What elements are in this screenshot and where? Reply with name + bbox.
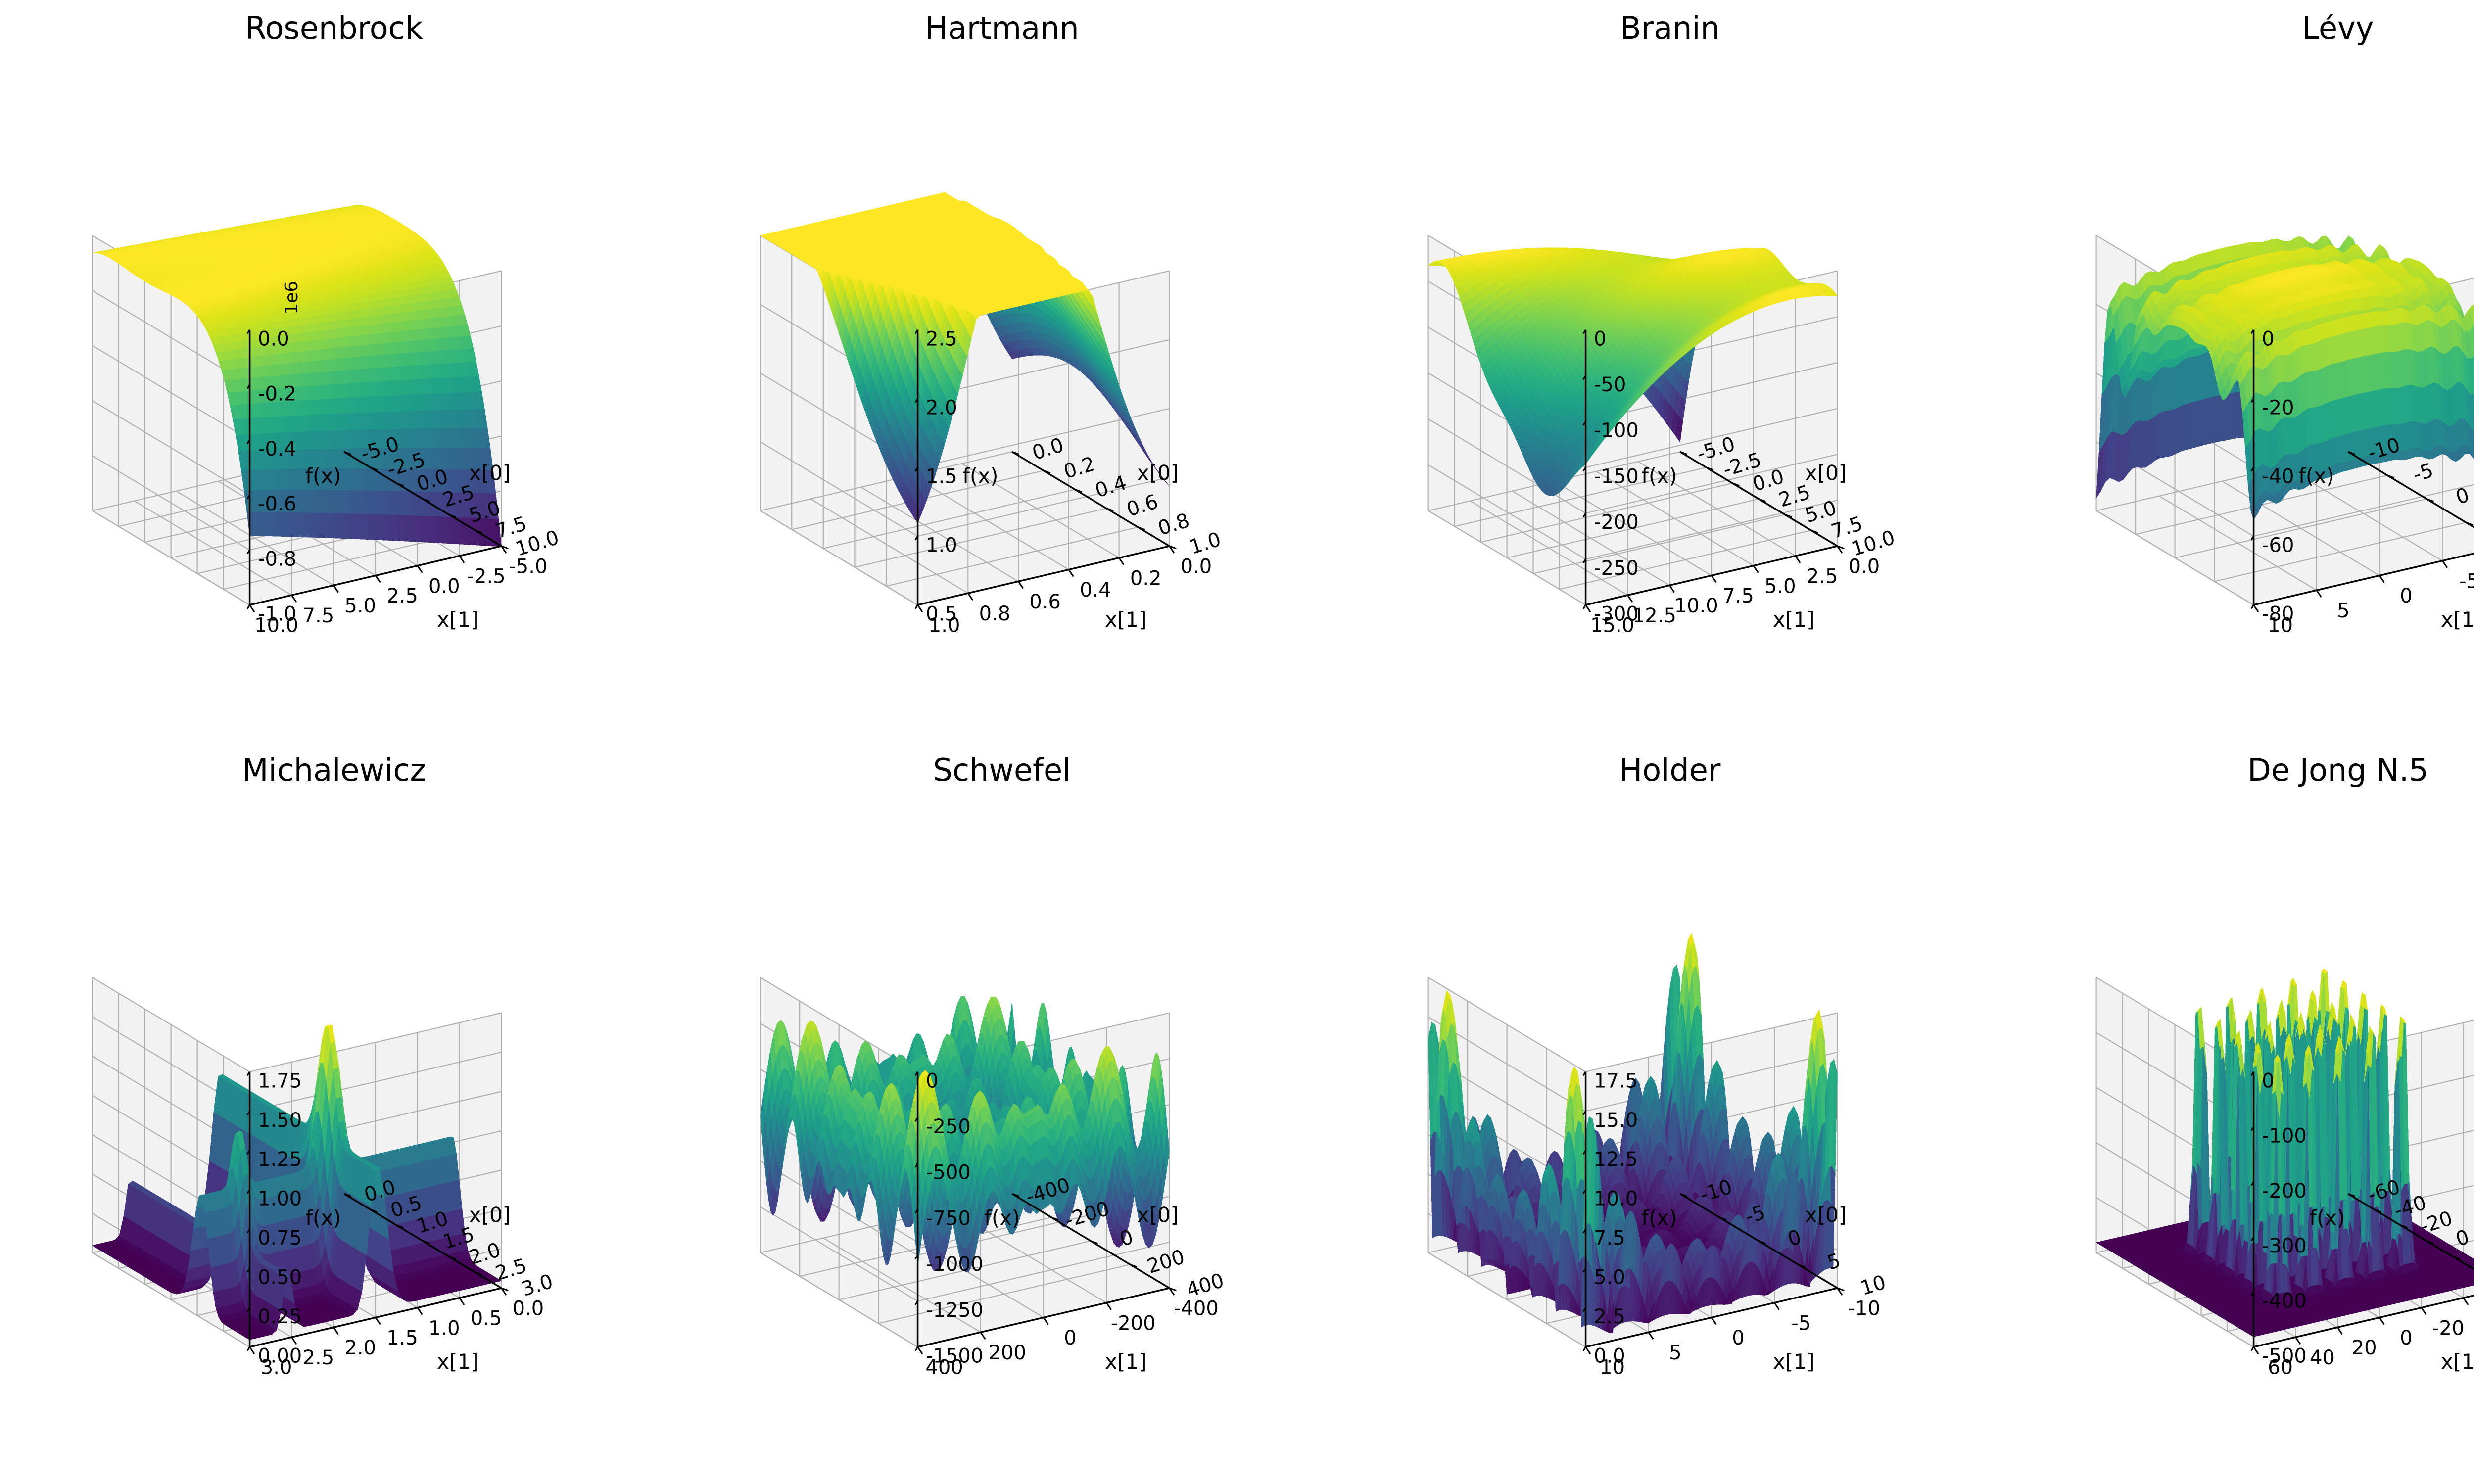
svg-text:1e6: 1e6 [282, 281, 302, 315]
svg-text:7.5: 7.5 [303, 604, 334, 627]
axis-ticks: -5.0-2.50.02.55.07.510.010.0 7.5 5.0 2.5 0.0… [246, 327, 562, 637]
surface-mesh [1427, 247, 1838, 497]
axis-spines [2252, 1071, 2474, 1348]
svg-text:-0.2: -0.2 [258, 383, 296, 406]
svg-text:0.0: 0.0 [428, 575, 460, 598]
subplot-rosenbrock: Rosenbrock -5.0 -2.5 0.0 2.5 5.0 7.5 10.0 10.0 7.… [0, 0, 668, 742]
subplot-schwefel: Schwefel -400 -200 0 200 400 400 200 0 -200 -400 0-… [668, 742, 1336, 1484]
axes-3d[interactable]: 0.0 0.5 1.0 1.5 2.0 2.5 3.0 3.0 2.5 2.0 1.5 1.0 0.5 0… [0, 787, 668, 1479]
subplot-branin: Branin -5.0 -2.5 0.0 2.5 5.0 7.5 10.0 15.0 12.5 10… [1336, 0, 2004, 742]
axis-names: x[0]x[1]f(x) [305, 1203, 511, 1374]
subplot-holder: Holder -10 -5 0 5 10 10 5 0 -5 -10 17.5 15.0 12.5 10.0… [1336, 742, 2004, 1484]
surface-plot-svg: -60-40-2002040606040200-20-40-600-100-20… [2095, 968, 2474, 1379]
subplot-l-vy: Lévy -10-505101050-5-100-20-40-60-80x[0]x… [2004, 0, 2474, 742]
axes-3d[interactable]: -5.0 -2.5 0.0 2.5 5.0 7.5 10.0 15.0 12.5 10.0 7.5 5… [1336, 45, 2004, 737]
axes-3d[interactable]: -400 -200 0 200 400 400 200 0 -200 -400 0 -250 -500-… [668, 787, 1336, 1479]
axes-3d[interactable]: -10-505101050-5-100-20-40-60-80x[0]x[1]f… [2004, 45, 2474, 737]
svg-text:10.0: 10.0 [254, 614, 298, 637]
axis-names: x[0] x[1] f(x) 1e6 [282, 281, 511, 632]
subplot-de-jong-n-5: De Jong N.5 -60-40-2002040606040200-20-40… [2004, 742, 2474, 1484]
subplot-title: Hartmann [668, 10, 1336, 46]
surface-plot-svg: -10-505101050-5-1017.515.012.510.07.55.0… [1427, 932, 1889, 1379]
svg-text:5.0: 5.0 [344, 595, 376, 617]
surface-plot-svg: -400-20002004004002000-200-4000-250-500-… [760, 977, 1227, 1379]
axis-names: x[0]x[1]f(x) [1641, 461, 1847, 632]
axis-spines [916, 329, 1170, 606]
axes-3d[interactable]: 0.0 0.2 0.4 0.6 0.8 1.0 1.0 0.8 0.6 0.4 0.2 0.0 2.5 2… [668, 45, 1336, 737]
axis-names: x[0]x[1]f(x) [1641, 1203, 1847, 1374]
svg-text:-1.0: -1.0 [258, 603, 296, 626]
surface-plot-svg: 0.00.20.40.60.81.01.00.80.60.40.20.02.52… [760, 192, 1224, 637]
surface-plot-svg: -5.0-2.50.02.55.07.510.010.0 7.5 5.0 2.5 0.0… [92, 205, 562, 637]
axis-ticks: 0.00.20.40.60.81.01.00.80.60.40.20.02.52… [914, 327, 1224, 637]
svg-text:2.5: 2.5 [386, 585, 418, 607]
axis-spines [2252, 329, 2474, 606]
svg-text:f(x): f(x) [305, 464, 341, 488]
surface-plot-svg: 0.00.51.01.52.02.53.03.0 2.5 2.0 1.5 1.0 0.5 0… [92, 977, 556, 1379]
axes-3d[interactable]: -10 -5 0 5 10 10 5 0 -5 -10 17.5 15.0 12.5 10.0 7.5 5.0… [1336, 787, 2004, 1479]
subplot-title: Holder [1336, 752, 2004, 788]
surface-mesh [2096, 235, 2474, 520]
axes-3d[interactable]: -5.0 -2.5 0.0 2.5 5.0 7.5 10.0 10.0 7.5 5.0 2.5 0.0… [0, 45, 668, 737]
subplot-title: Branin [1336, 10, 2004, 46]
axis-ticks: -400-20002004004002000-200-4000-250-500-… [914, 1069, 1227, 1379]
surface-plot-svg: -10-505101050-5-100-20-40-60-80x[0]x[1]f… [2095, 235, 2474, 637]
axis-ticks: -10-505101050-5-1017.515.012.510.07.55.0… [1582, 1069, 1889, 1379]
axis-ticks: -5.0-2.50.02.55.07.510.015.012.510.0 7.5 5… [1582, 327, 1898, 637]
axis-names: x[0]x[1]f(x) [2309, 1203, 2474, 1374]
surface-mesh [760, 995, 1170, 1273]
svg-text:x[0]: x[0] [469, 461, 511, 485]
axes-3d[interactable]: -60-40-2002040606040200-20-40-600-100-20… [2004, 787, 2474, 1479]
svg-text:-5.0: -5.0 [509, 556, 547, 578]
axis-names: x[0]x[1]f(x) [2298, 461, 2474, 632]
subplot-title: Schwefel [668, 752, 1336, 788]
surface-mesh [92, 205, 502, 547]
surface-mesh [1428, 932, 1838, 1333]
axis-names: x[0]x[1]f(x) [984, 1203, 1179, 1374]
subplot-title: Rosenbrock [0, 10, 668, 46]
subplot-title: De Jong N.5 [2004, 752, 2474, 788]
svg-text:-2.5: -2.5 [467, 565, 506, 588]
subplot-title: Michalewicz [0, 752, 668, 788]
subplot-michalewicz: Michalewicz 0.0 0.5 1.0 1.5 2.0 2.5 3.0 3.0 2.5 2.… [0, 742, 668, 1484]
axis-spines [1584, 1071, 1838, 1348]
svg-text:0.0: 0.0 [258, 327, 289, 350]
subplot-title: Lévy [2004, 10, 2474, 46]
axis-names: x[0]x[1]f(x) [962, 461, 1179, 632]
surface-plot-svg: -5.0-2.50.02.55.07.510.015.012.510.0 7.5 5… [1427, 235, 1898, 637]
surface-mesh [92, 1024, 502, 1340]
svg-text:-0.8: -0.8 [258, 548, 296, 570]
surface-mesh [760, 192, 1170, 524]
subplot-hartmann: Hartmann 0.0 0.2 0.4 0.6 0.8 1.0 1.0 0.8 0.6 0.4 0.… [668, 0, 1336, 742]
svg-text:-0.4: -0.4 [258, 438, 296, 461]
svg-text:x[1]: x[1] [437, 607, 478, 632]
svg-text:-0.6: -0.6 [258, 493, 296, 515]
